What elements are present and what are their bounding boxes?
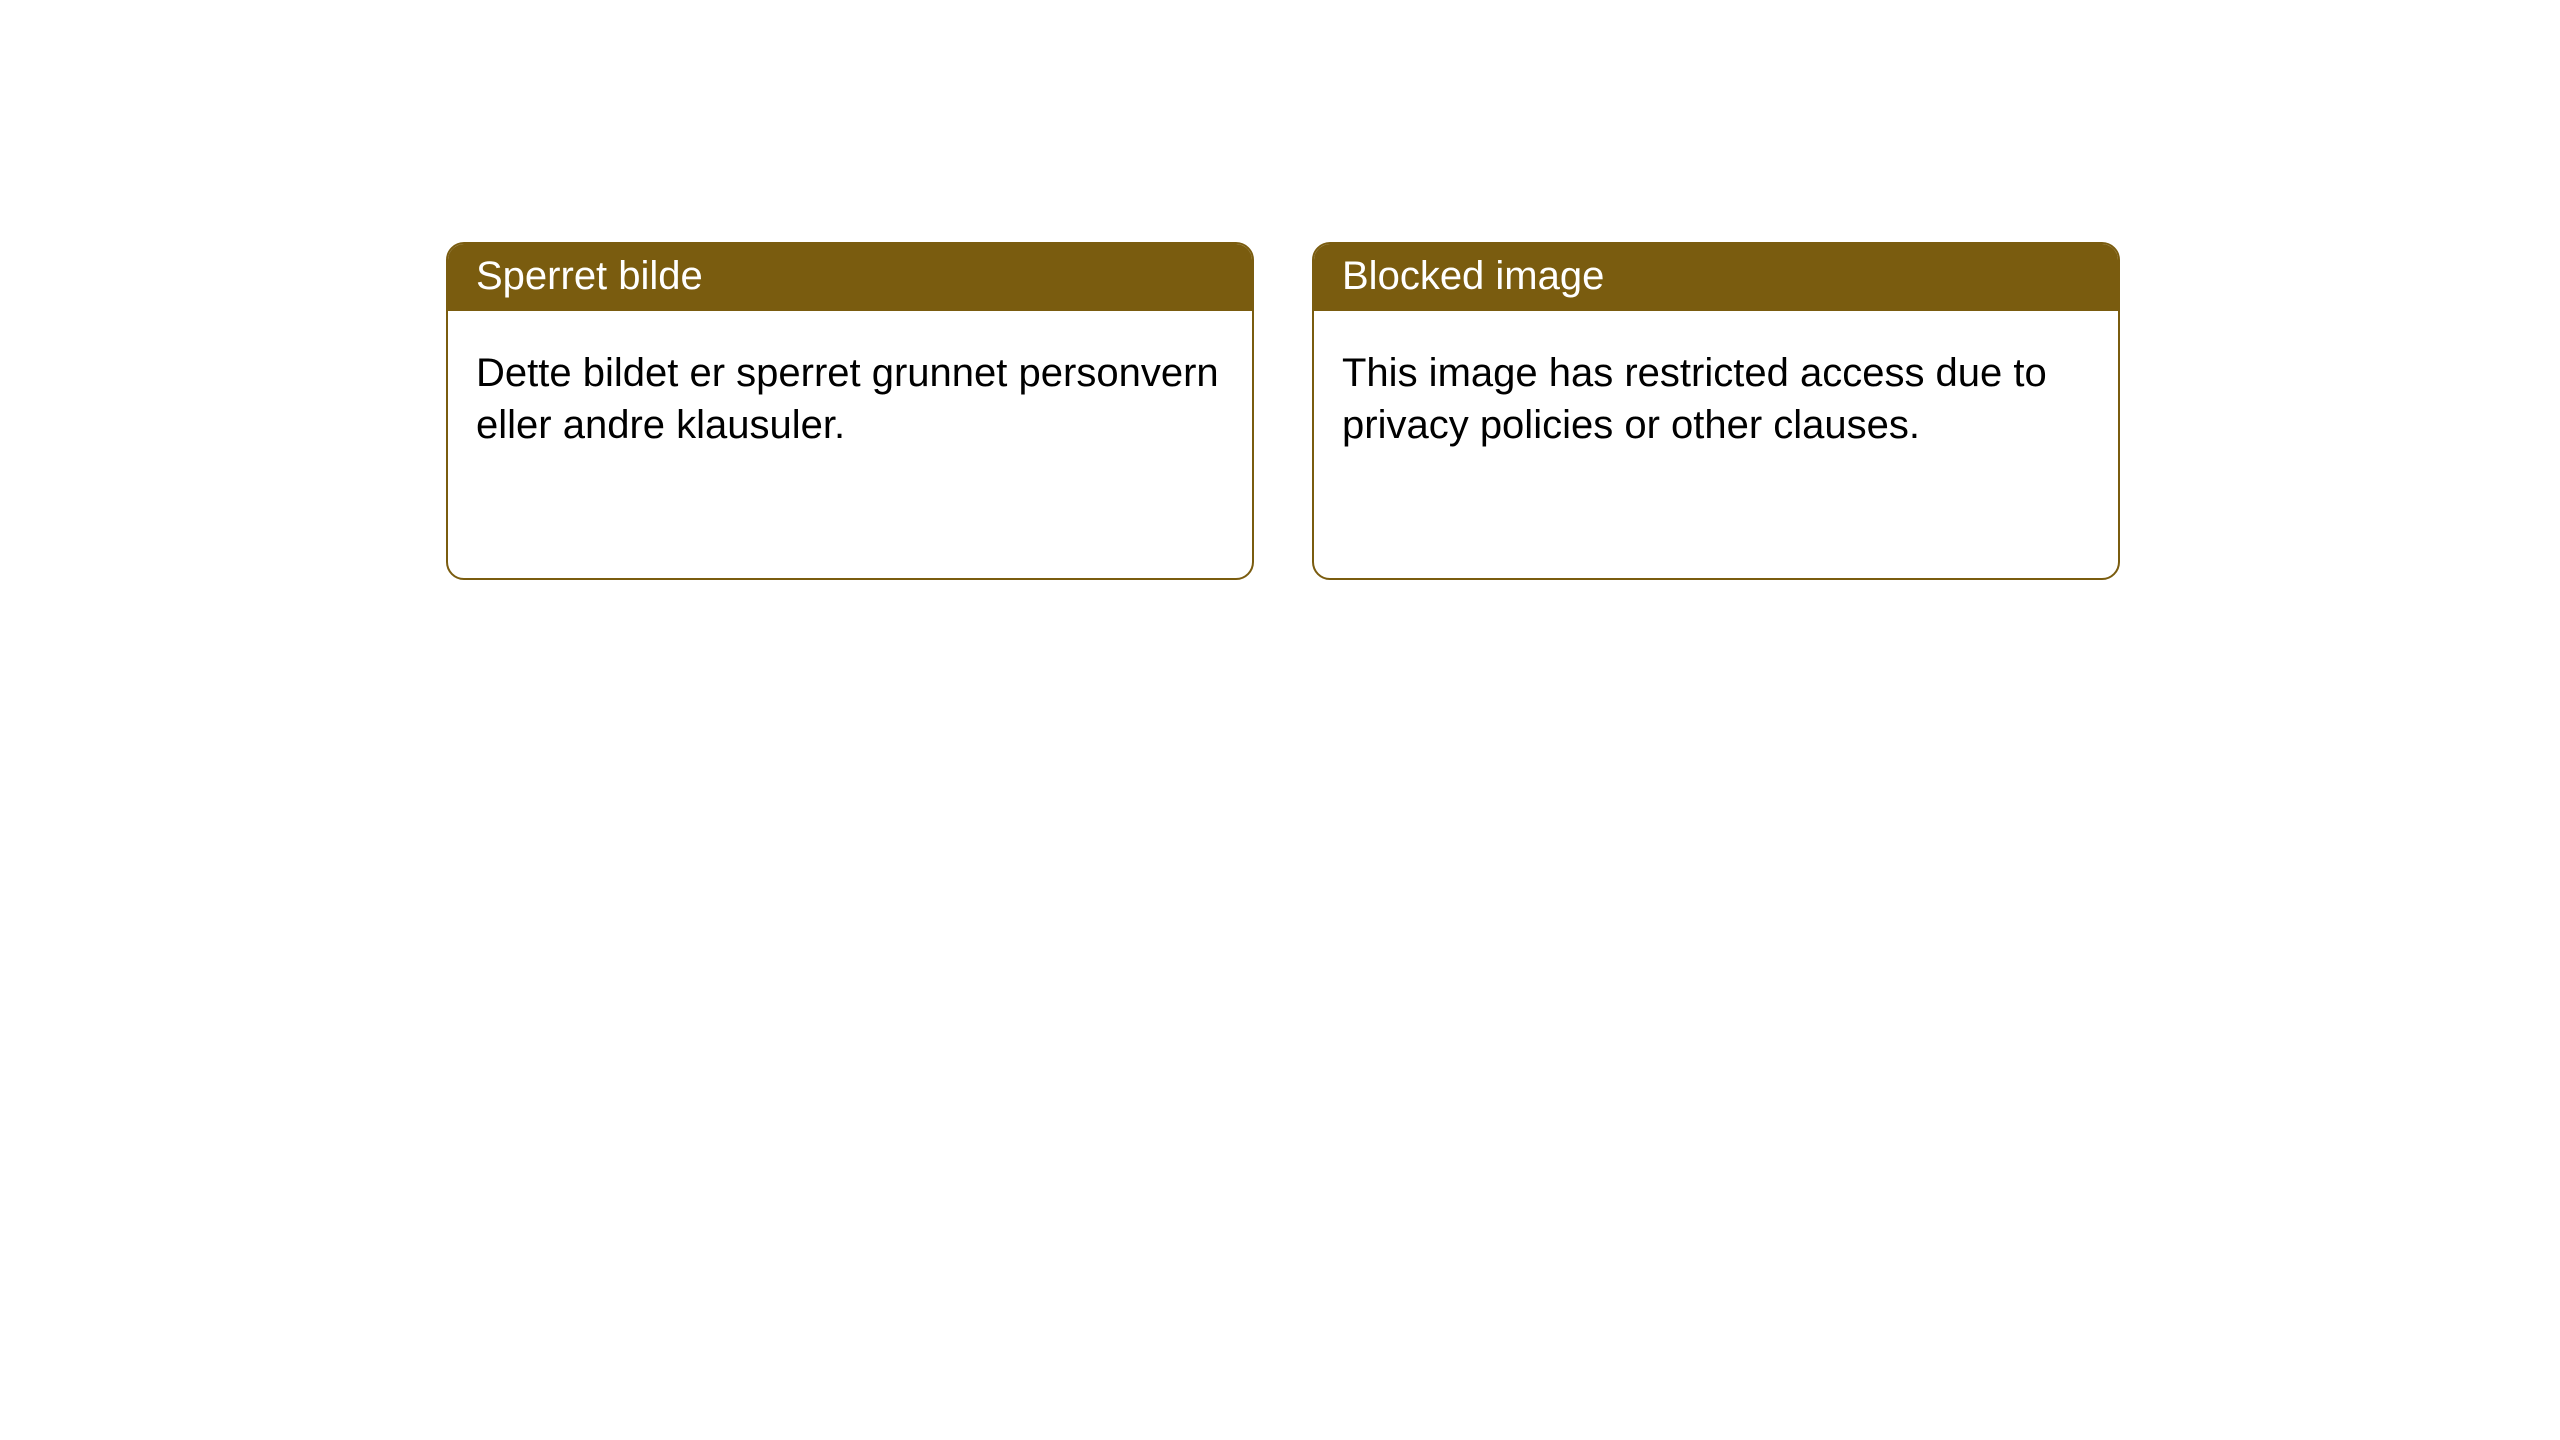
notice-card-english: Blocked image This image has restricted … bbox=[1312, 242, 2120, 580]
notice-container: Sperret bilde Dette bildet er sperret gr… bbox=[0, 0, 2560, 580]
card-header: Sperret bilde bbox=[448, 244, 1252, 311]
card-body: This image has restricted access due to … bbox=[1314, 311, 2118, 479]
card-body: Dette bildet er sperret grunnet personve… bbox=[448, 311, 1252, 479]
card-header: Blocked image bbox=[1314, 244, 2118, 311]
notice-card-norwegian: Sperret bilde Dette bildet er sperret gr… bbox=[446, 242, 1254, 580]
